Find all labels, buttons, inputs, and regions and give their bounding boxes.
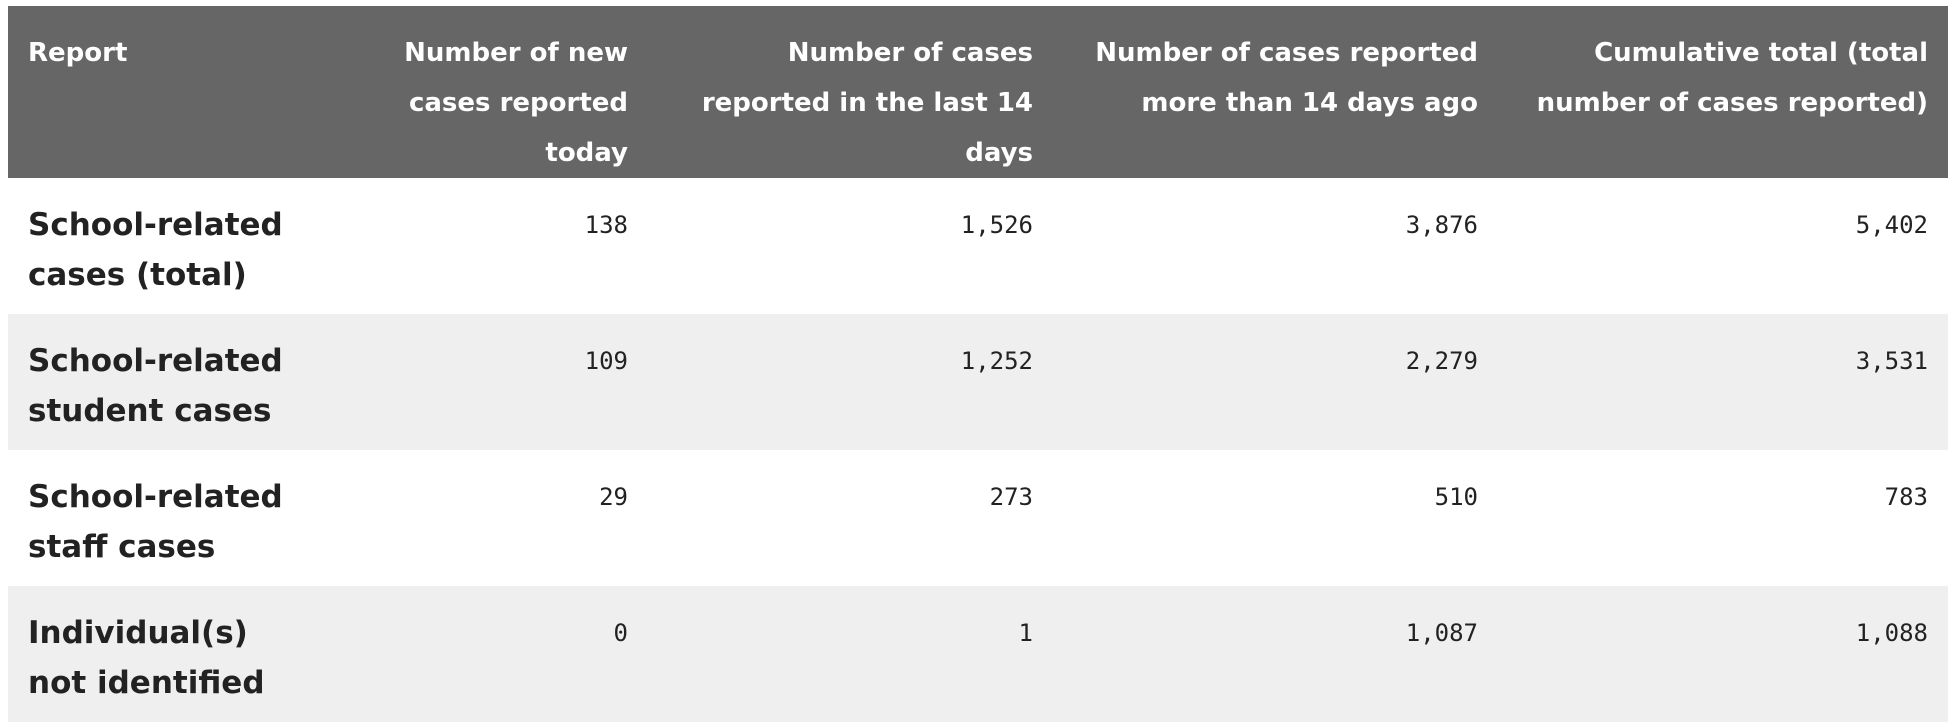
cell-more-than-14-days: 510 (1434, 483, 1478, 511)
table-row: School-related staff cases 29 273 510 78… (8, 450, 1948, 586)
header-report: Report (28, 38, 128, 68)
cell-more-than-14-days: 1,087 (1405, 619, 1478, 647)
cell-new-today: 138 (584, 211, 628, 239)
cell-more-than-14-days: 2,279 (1405, 347, 1478, 375)
school-cases-table: Report Number of new cases reported toda… (8, 6, 1948, 722)
table-body: School-related cases (total) 138 1,526 3… (8, 178, 1948, 722)
cell-cumulative: 3,531 (1855, 347, 1928, 375)
cases-table-container: Report Number of new cases reported toda… (8, 6, 1948, 722)
table-row: School-related cases (total) 138 1,526 3… (8, 178, 1948, 314)
header-row: Report Number of new cases reported toda… (8, 6, 1948, 178)
table-row: School-related student cases 109 1,252 2… (8, 314, 1948, 450)
cell-cumulative: 1,088 (1855, 619, 1928, 647)
row-label: School-related student cases (28, 343, 283, 429)
cell-last-14-days: 1 (1018, 619, 1033, 647)
cell-last-14-days: 273 (989, 483, 1033, 511)
row-label: Individual(s) not identified (28, 615, 265, 701)
cell-last-14-days: 1,252 (960, 347, 1033, 375)
table-row: Individual(s) not identified 0 1 1,087 1… (8, 586, 1948, 722)
cell-new-today: 0 (613, 619, 628, 647)
cell-new-today: 109 (584, 347, 628, 375)
table-header: Report Number of new cases reported toda… (8, 6, 1948, 178)
header-last-14-days: Number of cases reported in the last 14 … (701, 38, 1033, 168)
cell-cumulative: 783 (1884, 483, 1928, 511)
cell-cumulative: 5,402 (1855, 211, 1928, 239)
header-cumulative-total: Cumulative total (total number of cases … (1536, 38, 1928, 118)
cell-new-today: 29 (599, 483, 628, 511)
cell-last-14-days: 1,526 (960, 211, 1033, 239)
row-label: School-related cases (total) (28, 207, 283, 293)
row-label: School-related staff cases (28, 479, 283, 565)
cell-more-than-14-days: 3,876 (1405, 211, 1478, 239)
header-new-cases-today: Number of new cases reported today (404, 38, 628, 168)
header-more-than-14-days: Number of cases reported more than 14 da… (1095, 38, 1478, 118)
